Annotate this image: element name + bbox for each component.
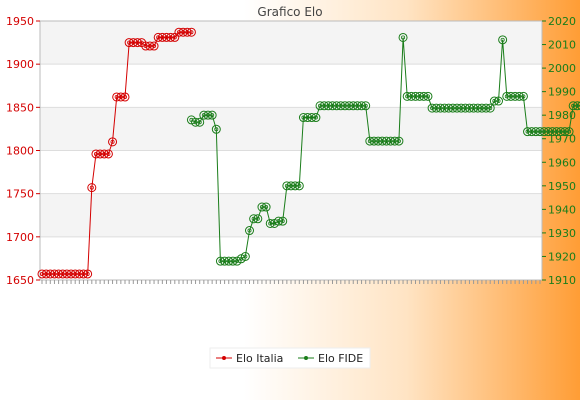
series-point	[83, 269, 93, 279]
legend-label: Elo Italia	[236, 352, 283, 365]
right-tick-label: 1960	[548, 156, 576, 169]
right-tick-label: 2020	[548, 15, 576, 28]
left-tick-label: 1950	[6, 15, 34, 28]
series-point	[245, 226, 254, 236]
right-tick-label: 1990	[548, 86, 576, 99]
right-tick-label: 1930	[548, 227, 576, 240]
series-point	[398, 32, 408, 42]
series-point	[253, 214, 263, 224]
series-point	[278, 216, 288, 226]
series-point	[211, 124, 221, 134]
series-point	[108, 137, 118, 147]
series-point	[294, 181, 304, 191]
right-tick-label: 2010	[548, 39, 576, 52]
grid-band	[40, 193, 542, 237]
right-tick-label: 2000	[548, 62, 576, 75]
legend-box	[209, 347, 371, 369]
series-point	[186, 27, 196, 37]
chart-title: Grafico Elo	[257, 5, 322, 19]
grid-band	[40, 236, 542, 280]
legend-marker	[304, 356, 308, 360]
right-tick-label: 1910	[548, 274, 576, 287]
legend-marker	[222, 356, 226, 360]
series-point	[394, 136, 404, 146]
right-tick-label: 1980	[548, 109, 576, 122]
left-tick-label: 1800	[6, 145, 34, 158]
series-point	[494, 96, 503, 106]
series-point	[311, 113, 321, 123]
series-point	[87, 183, 97, 193]
series-point	[485, 103, 495, 113]
grid-band	[40, 107, 542, 151]
series-point	[498, 35, 508, 45]
series-point	[149, 41, 159, 51]
series-point	[261, 202, 271, 212]
legend: Elo Italia Elo FIDE	[209, 347, 371, 369]
series-point	[103, 149, 113, 159]
left-tick-label: 1900	[6, 58, 34, 71]
series-point	[423, 91, 433, 101]
series-point	[361, 101, 371, 111]
series-point	[240, 251, 250, 261]
grid-band	[40, 21, 542, 65]
left-tick-label: 1850	[6, 101, 34, 114]
left-tick-label: 1750	[6, 188, 34, 201]
series-point	[195, 117, 205, 127]
left-tick-label: 1650	[6, 274, 34, 287]
series-point	[518, 91, 528, 101]
series-point	[207, 110, 217, 120]
left-tick-label: 1700	[6, 231, 34, 244]
series-point	[120, 92, 130, 102]
right-tick-label: 1950	[548, 180, 576, 193]
plot-area: 1650 1700 1750 1800 1850 1900 1950 1910 1920 1930…	[6, 15, 580, 287]
right-tick-label: 1920	[548, 250, 576, 263]
series-point	[564, 127, 574, 137]
right-tick-label: 1940	[548, 203, 576, 216]
legend-label: Elo FIDE	[318, 352, 363, 365]
